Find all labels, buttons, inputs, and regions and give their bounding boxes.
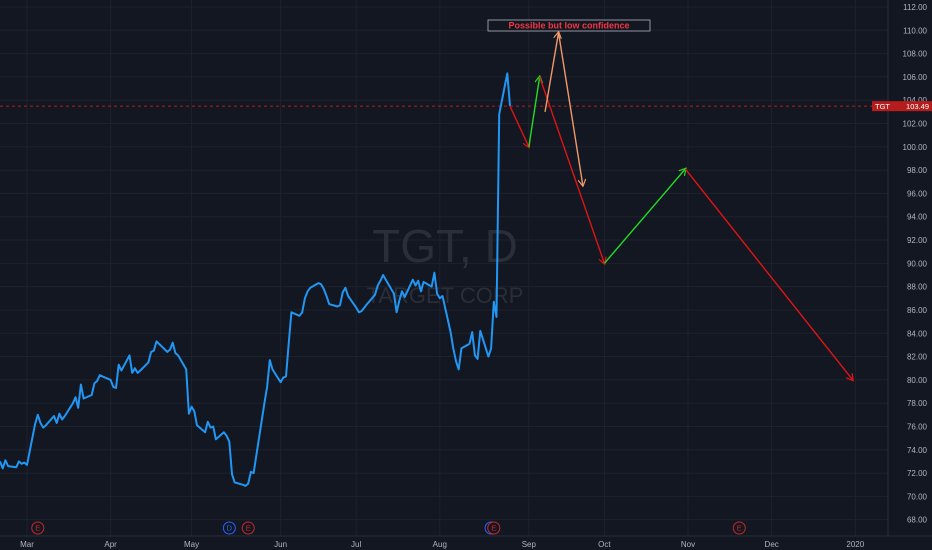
time-tick-label: Dec — [765, 540, 779, 549]
price-tick-label: 88.00 — [907, 283, 928, 292]
last-price-symbol: TGT — [875, 102, 890, 111]
price-tick-label: 72.00 — [907, 469, 928, 478]
earnings-event-label: E — [35, 524, 40, 533]
price-tick-label: 108.00 — [903, 50, 928, 59]
dividend-event-marker[interactable]: D — [222, 521, 236, 535]
time-tick-label: Mar — [20, 540, 34, 549]
annotation-text: Possible but low confidence — [508, 21, 629, 31]
price-tick-label: 106.00 — [903, 73, 928, 82]
earnings-event-label: E — [491, 524, 496, 533]
price-axis-ticks: 68.00 70.00 72.00 74.00 76.00 78.00 80.00 82.00… — [903, 3, 928, 525]
price-tick-label: 112.00 — [903, 3, 927, 12]
price-line[interactable] — [0, 72, 511, 487]
time-tick-label: May — [184, 540, 199, 549]
time-tick-label: Sep — [522, 540, 537, 549]
bearish-projection-arrow[interactable] — [684, 168, 852, 380]
price-axis[interactable] — [887, 0, 932, 536]
price-tick-label: 98.00 — [907, 166, 928, 175]
last-price-value: 103.49 — [906, 102, 929, 111]
price-tick-label: 76.00 — [907, 422, 928, 431]
watermark-symbol: TGT, D — [372, 220, 518, 272]
grid-lines — [0, 0, 888, 536]
time-tick-label: Apr — [104, 540, 117, 549]
time-tick-label: Oct — [598, 540, 611, 549]
time-tick-label: 2020 — [846, 540, 864, 549]
earnings-event-label: E — [737, 524, 742, 533]
time-tick-label: Jun — [274, 540, 287, 549]
price-tick-label: 82.00 — [907, 353, 928, 362]
annotation-box[interactable]: Possible but low confidence — [487, 19, 651, 32]
projection-arrows[interactable] — [509, 32, 853, 380]
price-series[interactable] — [0, 72, 511, 487]
earnings-event-marker[interactable]: E — [31, 521, 45, 535]
price-tick-label: 96.00 — [907, 189, 928, 198]
earnings-event-label: E — [246, 524, 251, 533]
bearish-projection-arrow[interactable] — [538, 76, 605, 263]
time-axis[interactable] — [0, 535, 932, 550]
price-tick-label: 84.00 — [907, 329, 928, 338]
earnings-event-marker[interactable]: E — [487, 521, 501, 535]
price-tick-label: 68.00 — [907, 516, 928, 525]
price-tick-label: 78.00 — [907, 399, 928, 408]
price-tick-label: 102.00 — [903, 120, 928, 129]
price-tick-label: 80.00 — [907, 376, 928, 385]
time-axis-ticks: Mar Apr May Jun Jul Aug Sep Oct Nov Dec 2020 — [20, 540, 865, 549]
earnings-event-marker[interactable]: E — [732, 521, 746, 535]
low-confidence-projection-arrow[interactable] — [557, 32, 583, 186]
time-tick-label: Nov — [681, 540, 695, 549]
price-tick-label: 110.00 — [903, 26, 927, 35]
earnings-event-marker[interactable]: E — [241, 521, 255, 535]
bearish-projection-arrow[interactable] — [509, 105, 529, 147]
price-tick-label: 70.00 — [907, 492, 928, 501]
low-confidence-projection-arrow[interactable] — [544, 33, 558, 112]
price-tick-label: 90.00 — [907, 259, 928, 268]
price-tick-label: 100.00 — [903, 143, 928, 152]
price-tick-label: 94.00 — [907, 213, 928, 222]
last-price-tag: TGT 103.49 — [872, 101, 932, 112]
bullish-projection-arrow[interactable] — [528, 77, 540, 147]
price-tick-label: 92.00 — [907, 236, 928, 245]
time-tick-label: Jul — [351, 540, 361, 549]
dividend-event-label: D — [227, 524, 233, 533]
price-tick-label: 86.00 — [907, 306, 928, 315]
bullish-projection-arrow[interactable] — [603, 169, 685, 264]
price-tick-label: 104.00 — [903, 96, 928, 105]
price-tick-label: 74.00 — [907, 446, 928, 455]
time-tick-label: Aug — [433, 540, 447, 549]
